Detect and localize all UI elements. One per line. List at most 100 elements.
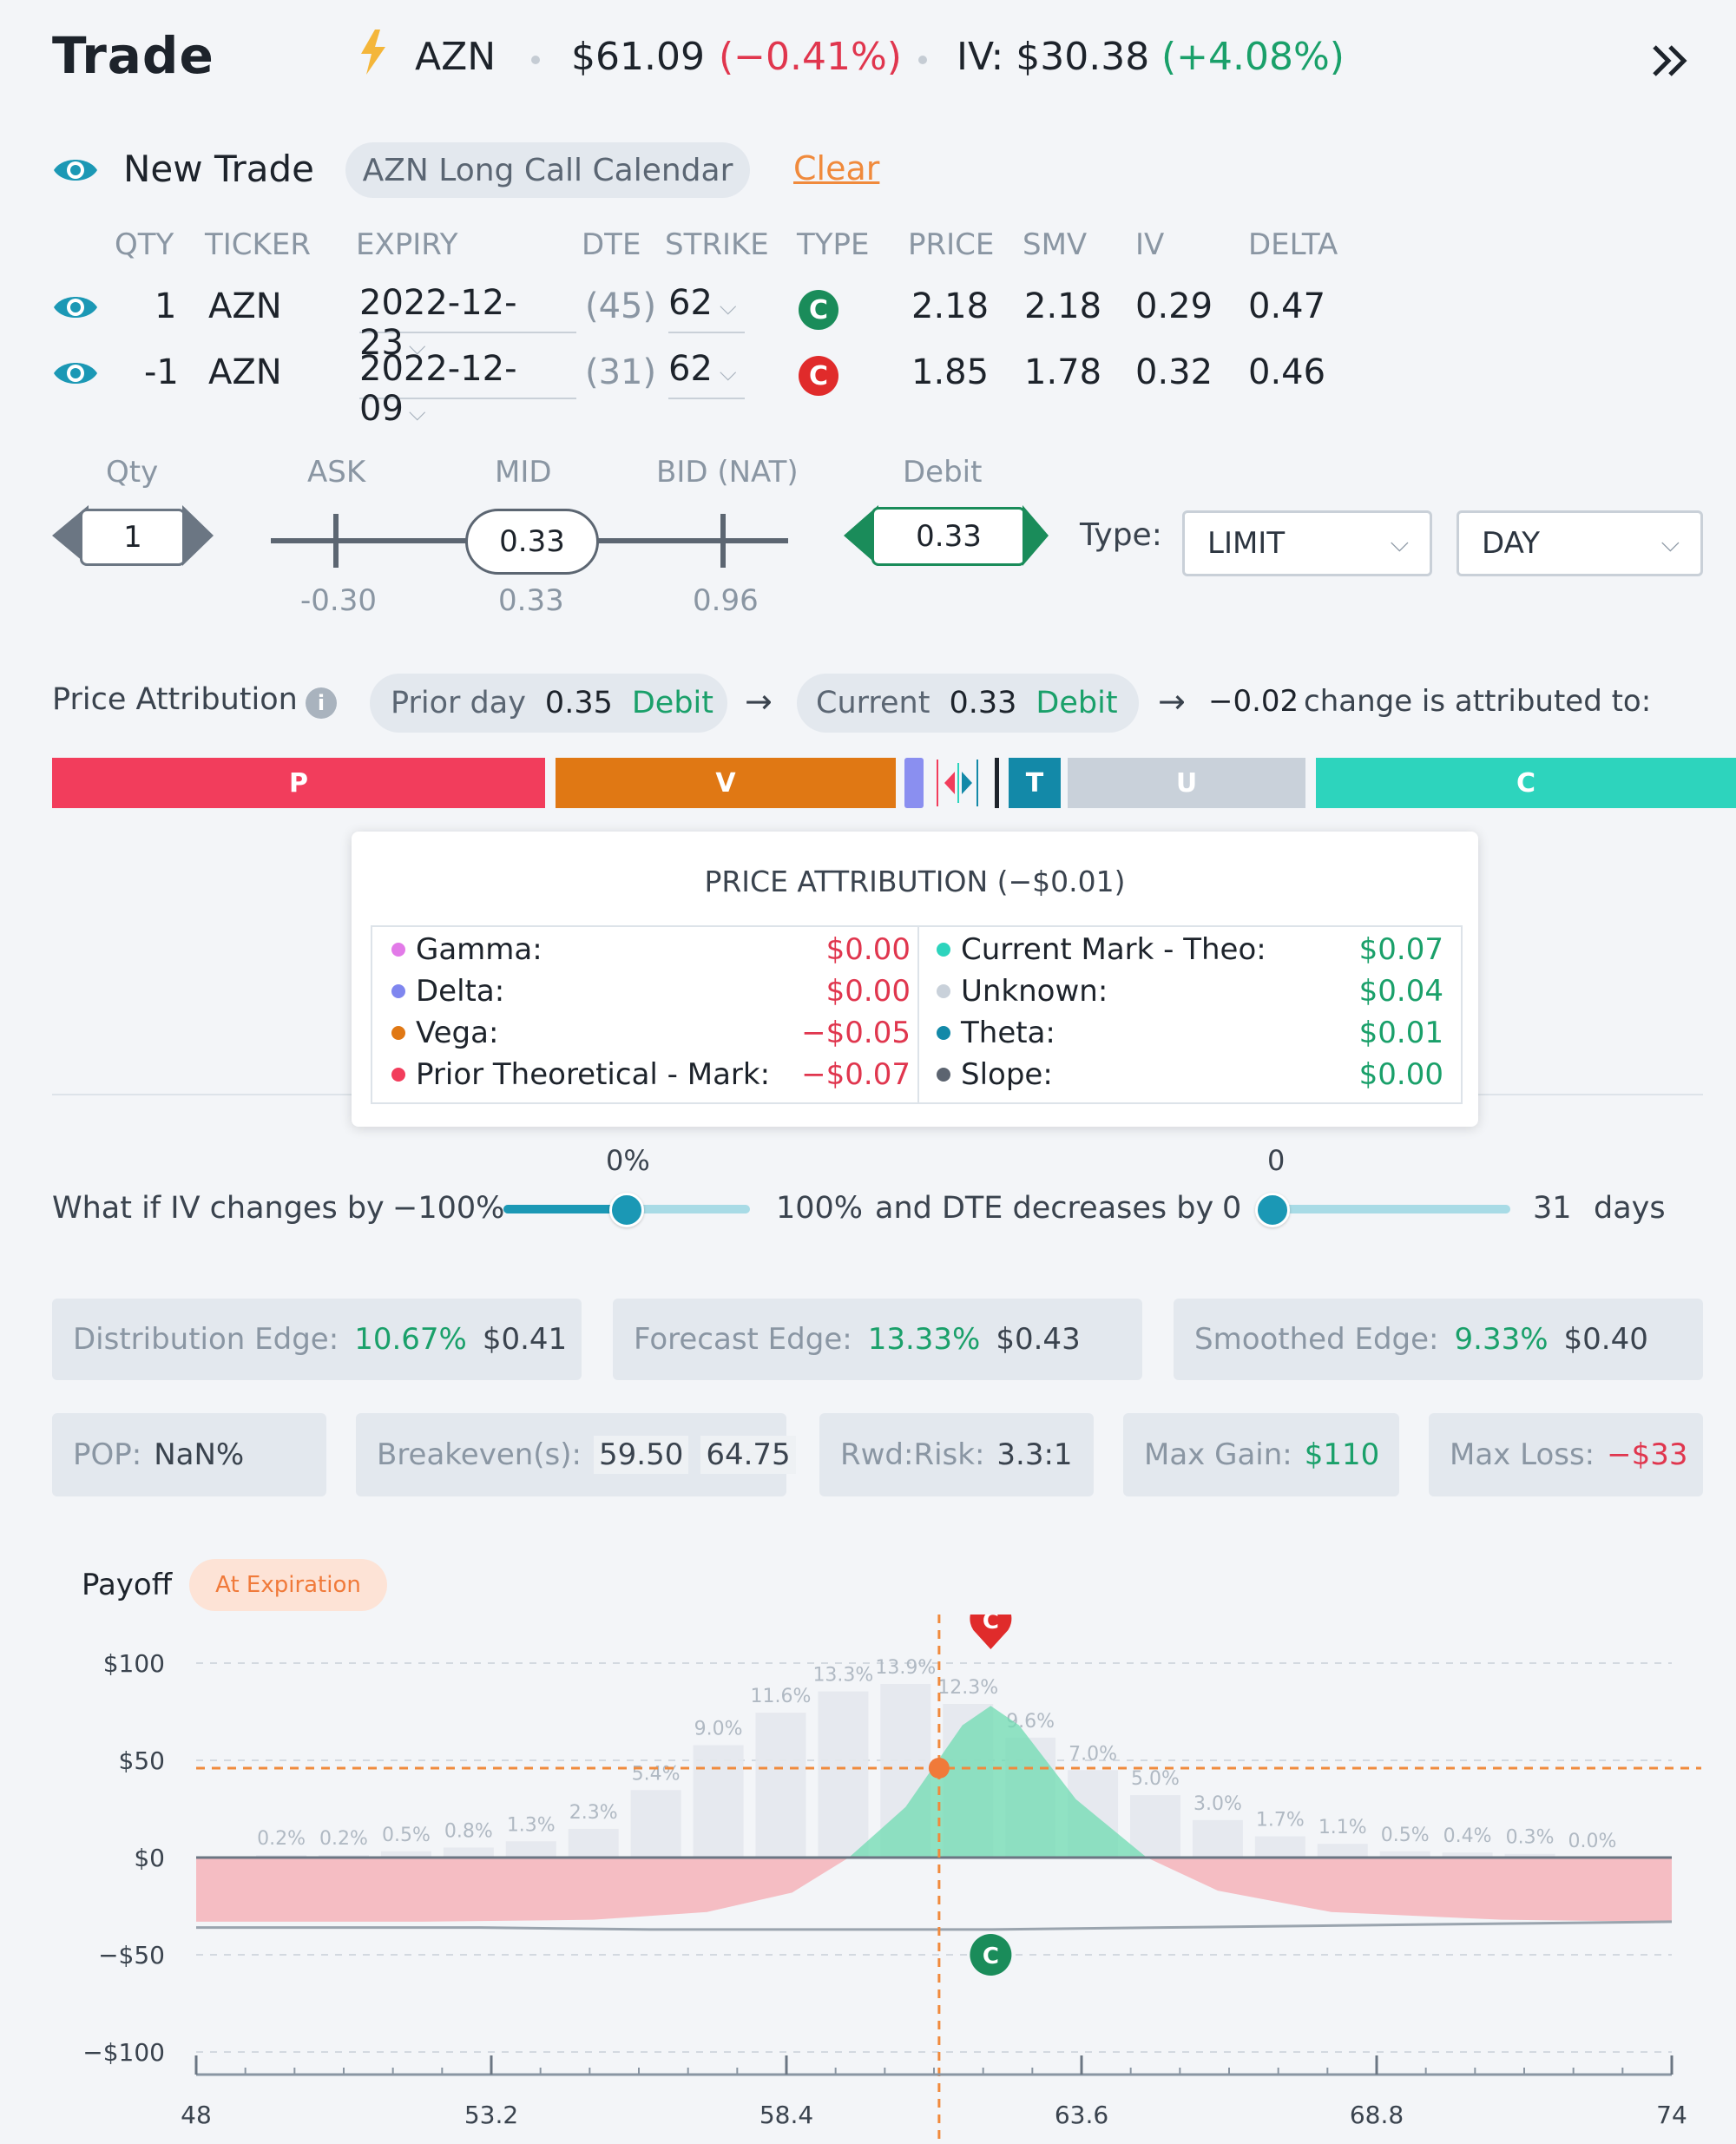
iv-change: (+4.08%) (1161, 35, 1345, 79)
bullet-icon (391, 1068, 405, 1082)
price-change: (−0.41%) (719, 35, 902, 79)
attribution-segment-unknown[interactable]: U (1068, 758, 1305, 808)
breakeven-box: Breakeven(s): 59.50 64.75 (356, 1413, 796, 1496)
distribution-label: 5.0% (1131, 1768, 1180, 1790)
chevron-down-icon: ⌵ (1660, 529, 1680, 557)
attribution-label: Price Attribution (52, 682, 298, 717)
eye-icon[interactable] (52, 290, 99, 325)
attribution-segment-current[interactable]: C (1316, 758, 1736, 808)
strike-value: 62 (668, 283, 713, 323)
distribution-bar (1442, 1852, 1493, 1858)
qty-label: Qty (106, 455, 159, 490)
current-value: 0.33 (949, 686, 1017, 720)
qty-input[interactable]: 1 (80, 509, 186, 566)
max-loss-box: Max Loss: −$33 (1429, 1413, 1703, 1496)
distribution-bar (568, 1828, 619, 1858)
tooltip-row: Prior Theoretical - Mark: −$0.07 (391, 1054, 911, 1095)
at-expiration-badge[interactable]: At Expiration (189, 1559, 387, 1611)
x-tick-label: 63.6 (1055, 2101, 1108, 2129)
payoff-loss-area (196, 1858, 1672, 1922)
eye-icon[interactable] (52, 153, 99, 187)
col-ticker: TICKER (205, 227, 311, 262)
reward-risk-box: Rwd:Risk: 3.3:1 (819, 1413, 1094, 1496)
attribution-segment-delta[interactable] (904, 758, 924, 808)
leg-price: 2.18 (911, 286, 990, 326)
distribution-bar (1130, 1795, 1180, 1858)
tooltip-value: −$0.05 (801, 1016, 911, 1050)
leg-ticker: AZN (208, 352, 282, 392)
distribution-bar (505, 1841, 556, 1858)
distribution-label: 0.5% (382, 1825, 431, 1846)
tooltip-value: $0.04 (1358, 974, 1443, 1009)
arrow-right-icon: → (745, 682, 773, 720)
tooltip-table: Gamma: $0.00 Delta: $0.00 Vega: −$0.05 Prio… (371, 925, 1463, 1104)
qty-increment-button[interactable] (182, 505, 214, 566)
duration-select[interactable]: DAY ⌵ (1457, 510, 1703, 576)
x-tick-label: 48 (181, 2101, 212, 2129)
leg-dte: (31) (585, 352, 657, 392)
breakeven-value: 59.50 (594, 1436, 689, 1474)
attribution-segment-prior[interactable]: P (52, 758, 545, 808)
distribution-label: 1.1% (1318, 1817, 1367, 1838)
bullet-icon (937, 1026, 950, 1040)
dte-prefix: and DTE decreases by (875, 1191, 1214, 1226)
distribution-label: 0.8% (444, 1820, 493, 1842)
eye-icon[interactable] (52, 356, 99, 391)
leg-qty[interactable]: 1 (155, 286, 177, 326)
leg-ticker: AZN (208, 286, 282, 326)
mid-price-handle[interactable]: 0.33 (465, 509, 599, 575)
distribution-label: 1.3% (507, 1814, 556, 1836)
col-type: TYPE (797, 227, 870, 262)
order-type-value: LIMIT (1207, 526, 1286, 561)
bid-label: BID (NAT) (656, 455, 799, 490)
attribution-divider (995, 758, 999, 808)
call-type-badge: C (799, 356, 838, 396)
chevron-down-icon: ⌵ (408, 334, 426, 360)
leg-dte: (45) (585, 286, 657, 326)
distribution-label: 0.3% (1506, 1827, 1555, 1849)
separator-dot (918, 56, 927, 64)
ask-tick (333, 514, 339, 568)
ask-value: -0.30 (300, 583, 377, 618)
t0-line (196, 1920, 1673, 1931)
expiry-select[interactable]: 2022-12-23 ⌵ (359, 283, 576, 363)
edge-pct: 9.33% (1454, 1322, 1549, 1357)
tooltip-row: Gamma: $0.00 (391, 929, 911, 970)
distribution-bar (755, 1713, 806, 1858)
expiry-select[interactable]: 2022-12-09 ⌵ (359, 349, 576, 429)
tooltip-divider (917, 927, 919, 1102)
clear-link[interactable]: Clear (793, 149, 880, 187)
tooltip-title: PRICE ATTRIBUTION (−$0.01) (704, 865, 1126, 898)
dte-slider-handle[interactable] (1255, 1193, 1290, 1227)
payoff-title: Payoff (82, 1568, 173, 1602)
strike-select[interactable]: 62 ⌵ (668, 283, 745, 333)
attribution-segment-theta[interactable]: T (1009, 758, 1061, 808)
tooltip-label: Delta: (416, 974, 505, 1009)
long-call-label: C (983, 1943, 999, 1970)
strategy-pill[interactable]: AZN Long Call Calendar (345, 142, 750, 198)
iv-slider-handle[interactable] (609, 1193, 644, 1227)
double-chevron-right-icon[interactable] (1649, 42, 1691, 80)
tooltip-value: $0.00 (825, 974, 911, 1009)
tooltip-label: Unknown: (961, 974, 1108, 1009)
y-tick-label: −$50 (98, 1941, 165, 1970)
debit-increment-button[interactable] (1023, 505, 1049, 566)
leg-qty[interactable]: -1 (144, 352, 179, 392)
leg-smv: 1.78 (1024, 352, 1102, 392)
tooltip-label: Slope: (961, 1057, 1053, 1092)
payoff-chart[interactable]: $100 $50 $0 −$50 −$100 0.2% 0.2% 0.5% 0.8% 1.3% 2.… (0, 1615, 1736, 2144)
attribution-arrows-icon (934, 758, 983, 808)
distribution-label: 9.0% (694, 1719, 743, 1740)
attribution-segment-vega[interactable]: V (556, 758, 896, 808)
edge-label: Smoothed Edge: (1194, 1322, 1439, 1357)
info-icon[interactable]: i (306, 687, 337, 719)
expiry-value: 2022-12-09 (359, 349, 517, 429)
tooltip-row: Delta: $0.00 (391, 970, 911, 1012)
leg-smv: 2.18 (1024, 286, 1102, 326)
order-type-select[interactable]: LIMIT ⌵ (1182, 510, 1432, 576)
strike-select[interactable]: 62 ⌵ (668, 349, 745, 399)
tooltip-label: Vega: (416, 1016, 499, 1050)
edge-pct: 13.33% (867, 1322, 981, 1357)
dte-slider[interactable] (1272, 1205, 1510, 1213)
debit-input[interactable]: 0.33 (871, 507, 1026, 566)
